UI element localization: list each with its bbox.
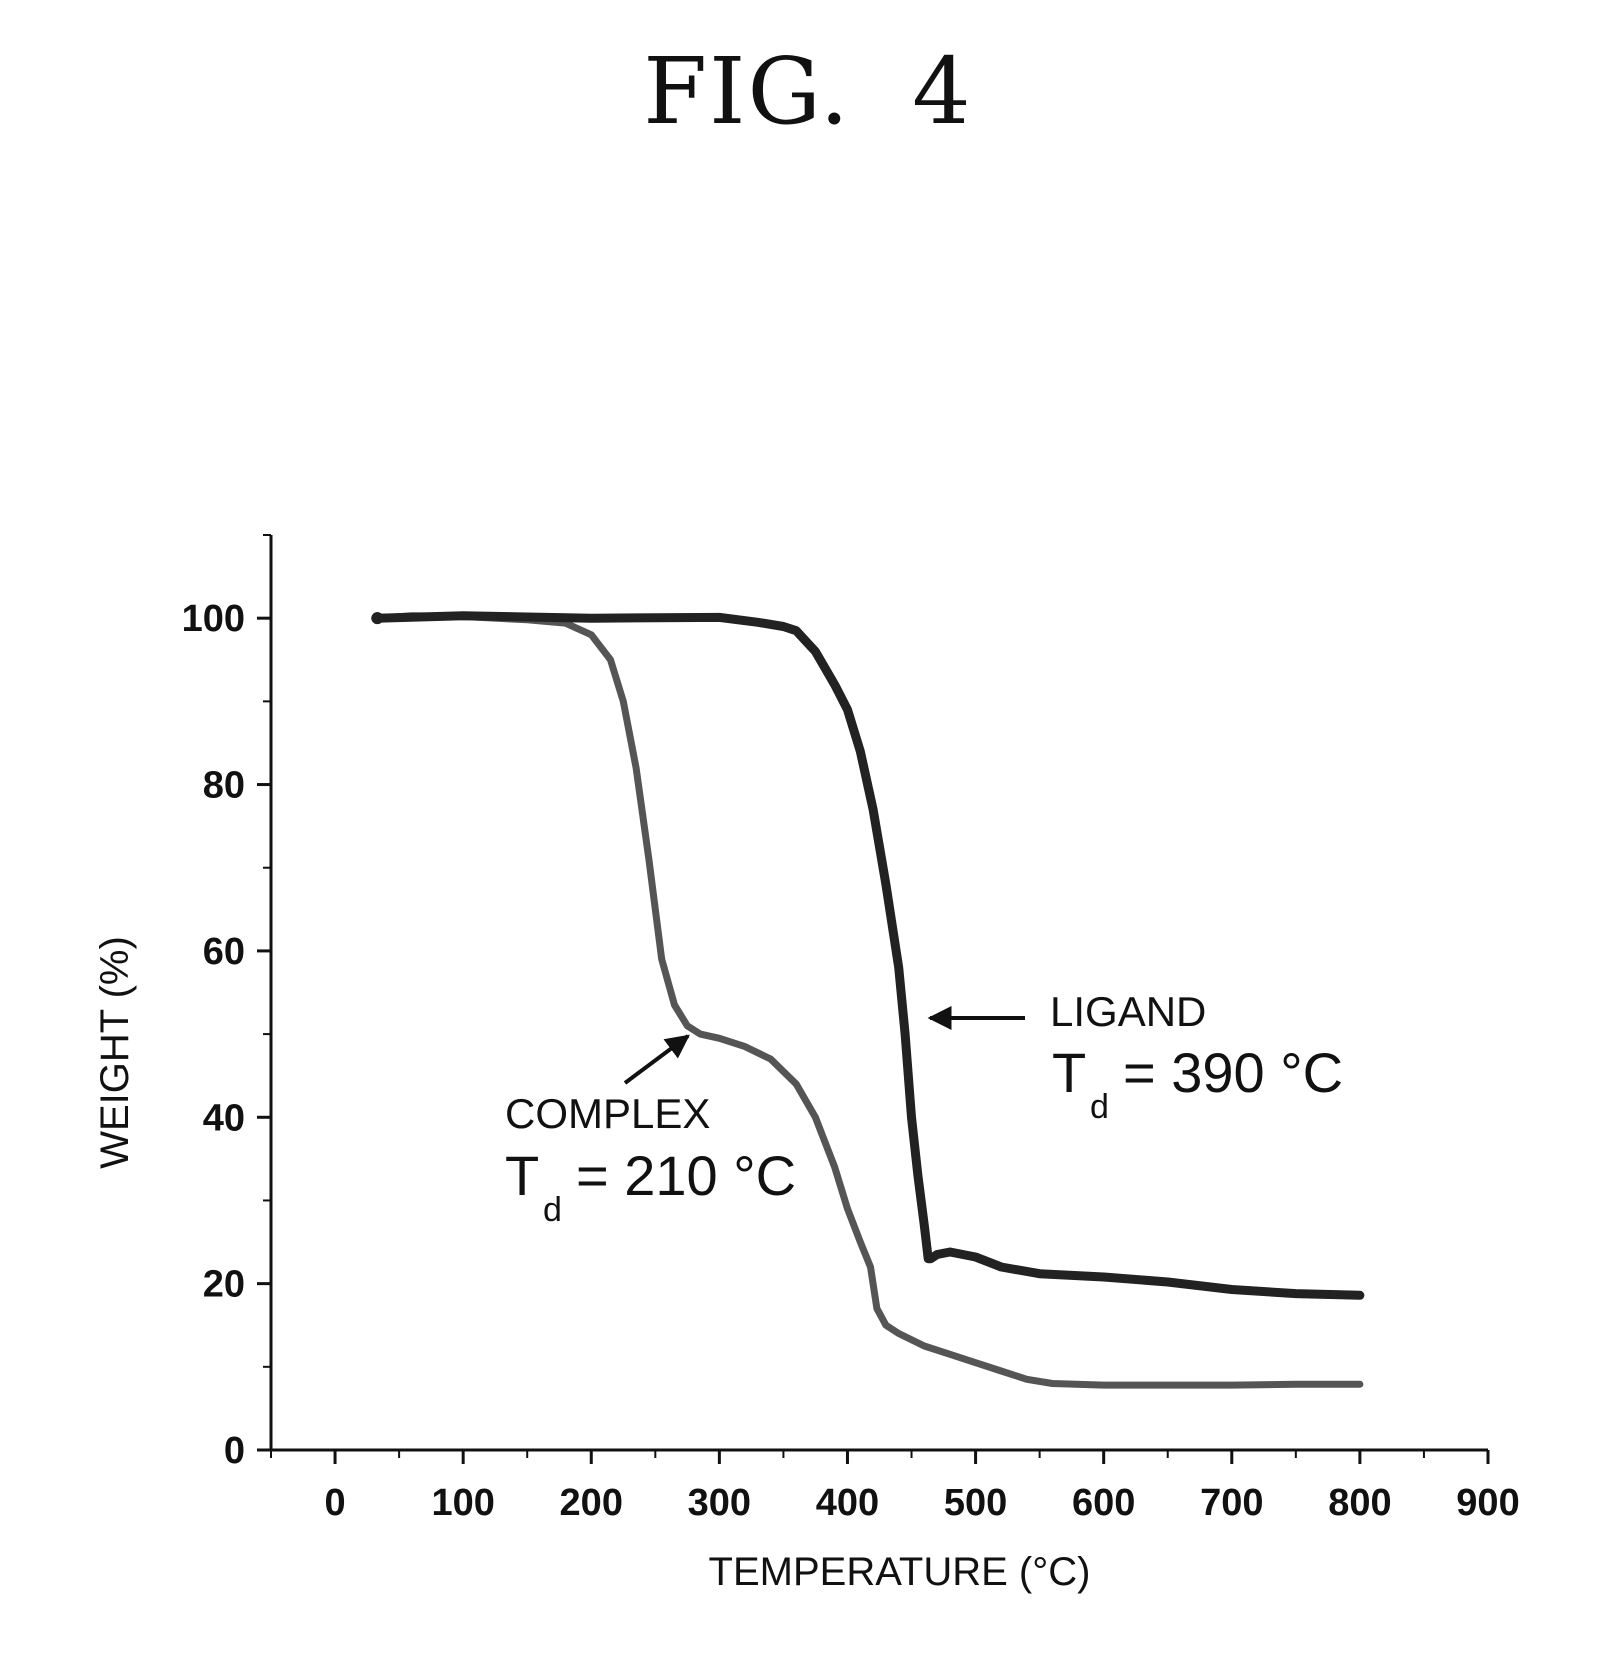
ligand-label: LIGAND (1050, 988, 1206, 1035)
y-tick-label: 100 (182, 598, 245, 640)
series-layer (371, 612, 1360, 1385)
x-tick-label: 100 (431, 1482, 494, 1524)
series-start-point-ligand (371, 612, 383, 624)
x-tick-label: 200 (560, 1482, 623, 1524)
x-tick-label: 300 (688, 1482, 751, 1524)
x-tick-label: 600 (1072, 1482, 1135, 1524)
complex-label: COMPLEX (505, 1090, 710, 1137)
y-tick-label: 40 (203, 1097, 245, 1139)
series-line-complex (377, 616, 1360, 1385)
x-tick-label: 500 (944, 1482, 1007, 1524)
complex-td-symbol: T (505, 1144, 539, 1207)
y-tick-label: 60 (203, 931, 245, 973)
x-tick-label: 700 (1200, 1482, 1263, 1524)
ligand-td-subscript: d (1090, 1088, 1109, 1126)
complex-td-value: = 210 °C (576, 1144, 796, 1207)
complex-td-subscript: d (543, 1191, 562, 1229)
x-axis-title: TEMPERATURE (°C) (709, 1550, 1091, 1594)
y-tick-label: 80 (203, 765, 245, 807)
x-tick-label: 400 (816, 1482, 879, 1524)
y-tick-label: 20 (203, 1264, 245, 1306)
x-tick-label: 800 (1328, 1482, 1391, 1524)
x-tick-label: 0 (324, 1482, 345, 1524)
ligand-td-symbol: T (1052, 1041, 1086, 1104)
complex-arrow (625, 1036, 688, 1083)
x-tick-label: 900 (1456, 1482, 1519, 1524)
y-tick-label: 0 (224, 1430, 245, 1472)
ligand-td-value: = 390 °C (1123, 1041, 1343, 1104)
y-axis-title: WEIGHT (%) (93, 936, 137, 1169)
